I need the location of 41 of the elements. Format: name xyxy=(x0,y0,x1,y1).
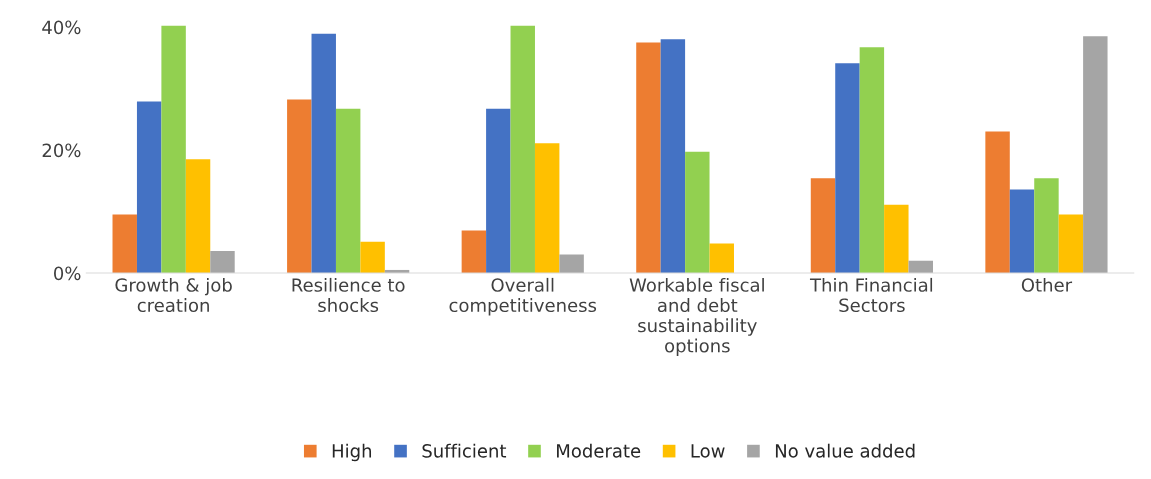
y-tick-label: 40% xyxy=(42,20,81,35)
bar xyxy=(210,250,235,274)
bar xyxy=(534,143,560,274)
bar xyxy=(884,204,909,274)
y-tick-label: 20% xyxy=(42,143,81,158)
bar xyxy=(985,131,1010,274)
bar xyxy=(835,63,860,274)
bar xyxy=(810,178,836,274)
bar xyxy=(559,254,584,274)
x-tick-label: Thin Financial Sectors xyxy=(809,277,933,313)
x-tick-label: Other xyxy=(1021,277,1073,292)
bar xyxy=(112,214,137,274)
bar xyxy=(660,39,686,274)
legend-label: Sufficient xyxy=(422,443,507,458)
bar xyxy=(859,47,885,274)
legend-label: No value added xyxy=(775,443,915,458)
bar xyxy=(287,99,312,274)
bar xyxy=(1034,178,1059,274)
y-tick-label: 0% xyxy=(54,266,81,281)
bar xyxy=(510,25,535,274)
legend-label: Moderate xyxy=(557,443,641,458)
x-tick-label: Growth & job creation xyxy=(115,277,232,313)
bar xyxy=(1009,189,1035,274)
bar xyxy=(136,101,162,274)
legend-label: High xyxy=(332,443,372,462)
bar xyxy=(636,42,661,274)
x-tick-label: Resilience to shocks xyxy=(292,277,405,313)
bar xyxy=(335,108,361,274)
legend-label: Low xyxy=(691,444,725,458)
bar xyxy=(311,33,336,274)
bar xyxy=(461,230,487,274)
bar xyxy=(685,151,710,274)
x-tick-label: Overall competitiveness xyxy=(449,277,597,316)
bar xyxy=(709,243,734,274)
bar xyxy=(161,25,186,274)
bar xyxy=(185,159,211,274)
bar xyxy=(486,108,511,274)
bar xyxy=(360,241,385,274)
x-tick-label: Workable fiscal and debt sustainability options xyxy=(629,277,764,357)
bar xyxy=(1058,214,1084,274)
bar xyxy=(1083,36,1108,274)
